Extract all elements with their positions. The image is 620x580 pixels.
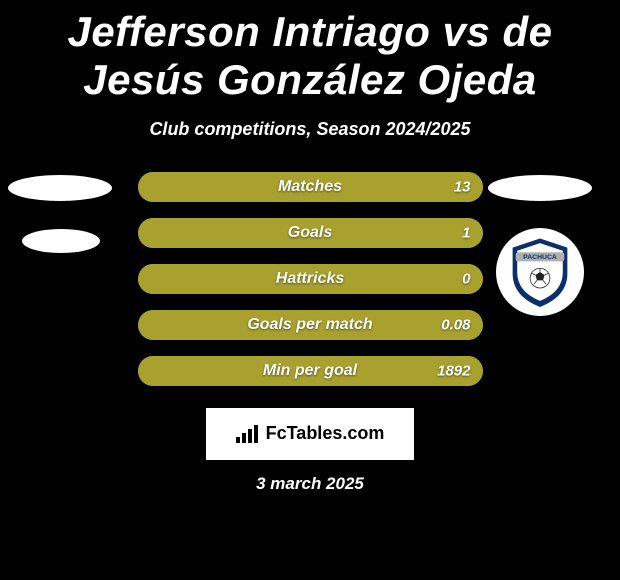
page-title: Jefferson Intriago vs de Jesús González … — [0, 0, 620, 105]
stat-value-right: 1892 — [437, 362, 470, 379]
stat-value-right: 0.08 — [441, 316, 470, 333]
stat-bar: Matches 13 — [138, 172, 483, 202]
stat-value-right: 13 — [454, 178, 471, 195]
stat-row: Min per goal 1892 — [0, 356, 620, 386]
stat-label: Goals — [288, 224, 332, 242]
stat-label: Hattricks — [276, 270, 344, 288]
club-crest-icon: PACHUCA — [502, 234, 578, 310]
player-left-oval-top — [8, 175, 112, 201]
stat-bar: Goals 1 — [138, 218, 483, 248]
svg-text:PACHUCA: PACHUCA — [523, 254, 557, 261]
footer-date: 3 march 2025 — [0, 474, 620, 494]
stat-label: Matches — [278, 178, 342, 196]
player-right-oval-top — [488, 175, 592, 201]
stat-bar: Min per goal 1892 — [138, 356, 483, 386]
stat-label: Min per goal — [263, 362, 357, 380]
player-left-oval-bottom — [22, 229, 100, 253]
player-right-crest: PACHUCA — [496, 228, 584, 316]
stat-label: Goals per match — [247, 316, 372, 334]
stat-value-right: 1 — [462, 224, 470, 241]
stat-value-right: 0 — [462, 270, 470, 287]
stat-bar: Hattricks 0 — [138, 264, 483, 294]
bar-chart-icon — [236, 425, 258, 443]
brand-text: FcTables.com — [266, 423, 385, 444]
brand-box: FcTables.com — [206, 408, 414, 460]
subtitle: Club competitions, Season 2024/2025 — [0, 119, 620, 140]
stat-bar: Goals per match 0.08 — [138, 310, 483, 340]
